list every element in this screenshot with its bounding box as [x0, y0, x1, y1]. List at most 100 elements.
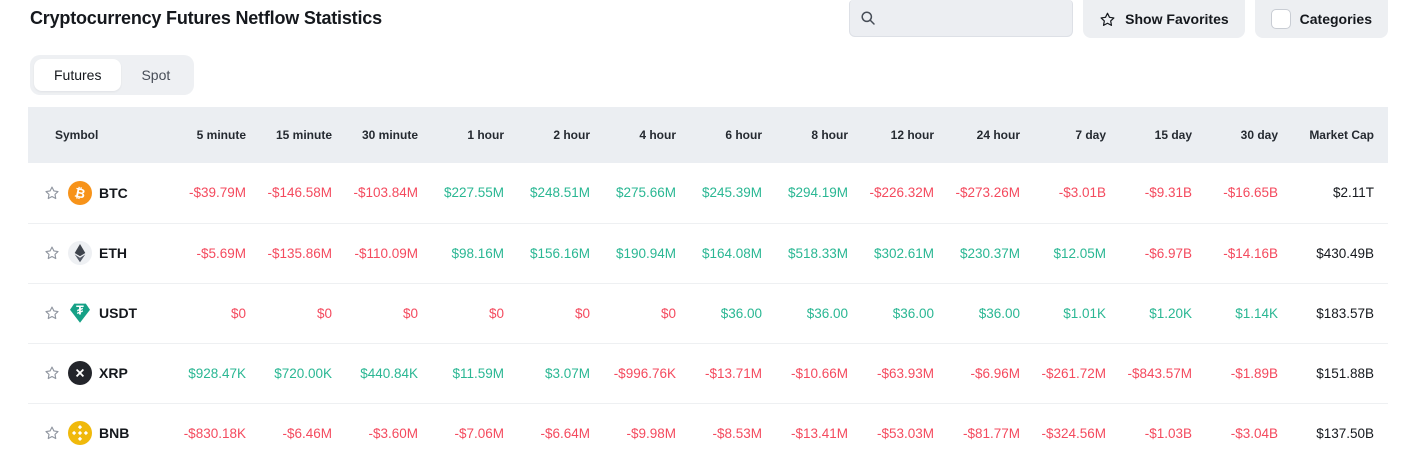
column-header: 7 day	[1026, 107, 1112, 163]
value-cell: -$3.60M	[338, 403, 424, 451]
value-cell: -$6.46M	[252, 403, 338, 451]
value-cell: -$830.18K	[166, 403, 252, 451]
market-cap-cell: $183.57B	[1284, 283, 1388, 344]
market-type-tabs: Futures Spot	[30, 55, 195, 95]
column-header: 24 hour	[940, 107, 1026, 163]
header-controls: Show Favorites Categories	[849, 0, 1388, 38]
table-row[interactable]: ₿ BTC -$39.79M -$146.58M -$103.84M $227.55M…	[28, 163, 1388, 224]
search-box[interactable]	[849, 0, 1074, 37]
favorite-star-icon[interactable]	[44, 245, 60, 261]
tab-spot[interactable]: Spot	[141, 67, 171, 83]
column-header: 15 minute	[252, 107, 338, 163]
column-header: 1 hour	[424, 107, 510, 163]
market-cap-cell: $151.88B	[1284, 343, 1388, 404]
value-cell: -$9.98M	[596, 403, 682, 451]
symbol-cell: ₿ BTC	[28, 163, 166, 224]
value-cell: $0	[252, 283, 338, 344]
value-cell: -$81.77M	[940, 403, 1026, 451]
value-cell: -$53.03M	[854, 403, 940, 451]
column-header: 4 hour	[596, 107, 682, 163]
column-header: 30 day	[1198, 107, 1284, 163]
bnb-icon	[68, 421, 92, 445]
market-cap-cell: $137.50B	[1284, 403, 1388, 451]
favorite-star-icon[interactable]	[44, 425, 60, 441]
column-header: 12 hour	[854, 107, 940, 163]
symbol-label: ETH	[99, 245, 127, 261]
value-cell: -$135.86M	[252, 223, 338, 284]
svg-text:✕: ✕	[75, 366, 85, 380]
value-cell: -$10.66M	[768, 343, 854, 404]
column-header: Symbol	[28, 107, 166, 163]
table-row[interactable]: BNB -$830.18K -$6.46M -$3.60M -$7.06M -$6.64…	[28, 403, 1388, 451]
value-cell: -$6.97B	[1112, 223, 1198, 284]
value-cell: $3.07M	[510, 343, 596, 404]
symbol-label: USDT	[99, 305, 138, 321]
star-icon	[1099, 11, 1116, 28]
table-header-row: Symbol 5 minute 15 minute 30 minute 1 hour 2 …	[28, 107, 1388, 163]
svg-text:₿: ₿	[73, 184, 86, 201]
column-header: 2 hour	[510, 107, 596, 163]
value-cell: $1.01K	[1026, 283, 1112, 344]
market-cap-cell: $430.49B	[1284, 223, 1388, 284]
column-header: 5 minute	[166, 107, 252, 163]
tab-futures[interactable]: Futures	[34, 59, 122, 91]
value-cell: -$843.57M	[1112, 343, 1198, 404]
netflow-table: Symbol 5 minute 15 minute 30 minute 1 hour 2 …	[28, 107, 1388, 451]
value-cell: $928.47K	[166, 343, 252, 404]
value-cell: $720.00K	[252, 343, 338, 404]
svg-text:₮: ₮	[76, 303, 84, 317]
value-cell: $518.33M	[768, 223, 854, 284]
value-cell: -$226.32M	[854, 163, 940, 224]
categories-label: Categories	[1299, 11, 1372, 27]
btc-icon: ₿	[68, 180, 92, 205]
top-bar: Cryptocurrency Futures Netflow Statistic…	[0, 0, 1402, 38]
value-cell: -$13.41M	[768, 403, 854, 451]
usdt-icon: ₮	[68, 301, 92, 325]
symbol-cell: ETH	[28, 223, 166, 284]
xrp-icon: ✕	[68, 361, 92, 385]
value-cell: $190.94M	[596, 223, 682, 284]
favorite-star-icon[interactable]	[44, 185, 60, 201]
value-cell: $36.00	[854, 283, 940, 344]
value-cell: $0	[424, 283, 510, 344]
symbol-label: BTC	[99, 184, 128, 201]
favorite-star-icon[interactable]	[44, 305, 60, 321]
value-cell: $0	[596, 283, 682, 344]
value-cell: -$996.76K	[596, 343, 682, 404]
value-cell: $36.00	[682, 283, 768, 344]
show-favorites-button[interactable]: Show Favorites	[1083, 0, 1245, 38]
value-cell: -$110.09M	[338, 223, 424, 284]
search-input[interactable]	[884, 10, 1063, 26]
value-cell: -$1.89B	[1198, 343, 1284, 404]
value-cell: $11.59M	[424, 343, 510, 404]
market-cap-cell: $2.11T	[1284, 163, 1388, 224]
value-cell: $440.84K	[338, 343, 424, 404]
value-cell: $248.51M	[510, 163, 596, 224]
categories-checkbox[interactable]	[1270, 9, 1291, 29]
symbol-cell: ✕ XRP	[28, 343, 166, 404]
value-cell: -$261.72M	[1026, 343, 1112, 404]
value-cell: $227.55M	[424, 163, 510, 224]
table-row[interactable]: ₮ USDT $0 $0 $0 $0 $0 $0 $36.00 $36.00 $36.00 $36…	[28, 283, 1388, 344]
symbol-cell: BNB	[28, 403, 166, 451]
symbol-cell: ₮ USDT	[28, 283, 166, 344]
value-cell: -$39.79M	[166, 163, 252, 224]
favorite-star-icon[interactable]	[44, 365, 60, 381]
table-row[interactable]: ETH -$5.69M -$135.86M -$110.09M $98.16M $156…	[28, 223, 1388, 284]
value-cell: $156.16M	[510, 223, 596, 284]
value-cell: $1.14K	[1198, 283, 1284, 344]
value-cell: $245.39M	[682, 163, 768, 224]
column-header: 8 hour	[768, 107, 854, 163]
column-header: 15 day	[1112, 107, 1198, 163]
categories-button[interactable]: Categories	[1254, 0, 1388, 38]
value-cell: $36.00	[768, 283, 854, 344]
column-header: 6 hour	[682, 107, 768, 163]
value-cell: $98.16M	[424, 223, 510, 284]
value-cell: -$6.64M	[510, 403, 596, 451]
value-cell: -$63.93M	[854, 343, 940, 404]
value-cell: $36.00	[940, 283, 1026, 344]
table-row[interactable]: ✕ XRP $928.47K $720.00K $440.84K $11.59M $3.…	[28, 343, 1388, 404]
search-icon	[860, 10, 876, 26]
value-cell: -$9.31B	[1112, 163, 1198, 224]
value-cell: $0	[166, 283, 252, 344]
